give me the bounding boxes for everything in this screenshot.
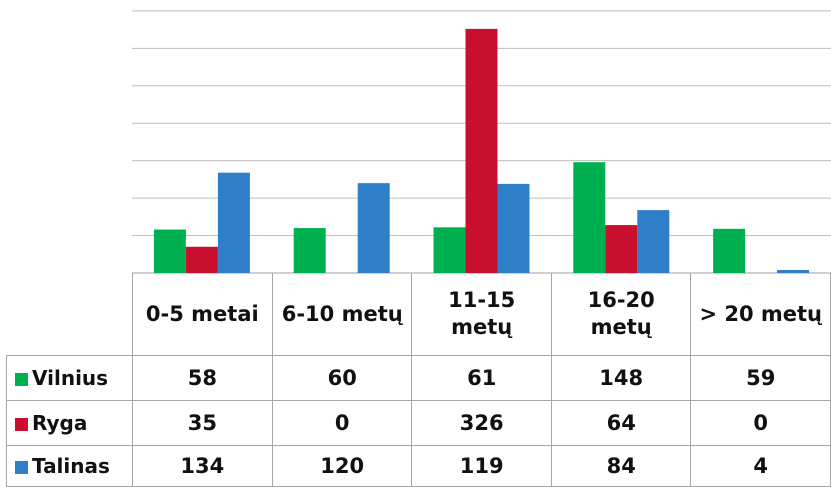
data-label: 119 (411, 445, 552, 487)
data-label: 58 (132, 355, 273, 401)
data-label: 35 (132, 400, 273, 446)
legend-swatch (15, 461, 28, 474)
data-label: 134 (132, 445, 273, 487)
bar-ryga-3 (605, 225, 638, 273)
bar-vilnius-2 (433, 227, 466, 273)
category-label: > 20 metų (690, 273, 831, 356)
data-label: 4 (690, 445, 831, 487)
legend-swatch (15, 373, 28, 386)
data-label: 64 (551, 400, 692, 446)
series-name: Talinas (32, 454, 110, 478)
table-row: Ryga 35 0 326 64 0 (6, 400, 831, 446)
category-label: 11-15 metų (411, 273, 552, 356)
bar-vilnius-4 (713, 228, 746, 273)
bar-vilnius-3 (573, 162, 606, 273)
data-label: 0 (690, 400, 831, 446)
category-label: 0-5 metai (132, 273, 273, 356)
data-label: 84 (551, 445, 692, 487)
bar-ryga-0 (185, 246, 218, 273)
data-label: 59 (690, 355, 831, 401)
legend-entry-talinas: Talinas (6, 445, 133, 487)
data-label: 148 (551, 355, 692, 401)
category-label: 6-10 metų (272, 273, 413, 356)
data-table: 0-5 metai 6-10 metų 11-15 metų 16-20 metų > … (6, 273, 831, 487)
bar-talinas-1 (357, 183, 390, 273)
category-label: 16-20 metų (551, 273, 692, 356)
bar-talinas-4 (777, 270, 810, 273)
data-label: 326 (411, 400, 552, 446)
bar-talinas-0 (217, 172, 250, 273)
bar-talinas-3 (637, 210, 670, 273)
bar-vilnius-1 (293, 228, 326, 273)
legend-entry-ryga: Ryga (6, 400, 133, 446)
legend-swatch (15, 418, 28, 431)
data-label: 0 (272, 400, 413, 446)
data-label: 120 (272, 445, 413, 487)
table-row: Talinas 134 120 119 84 4 (6, 445, 831, 487)
bar-talinas-2 (497, 183, 530, 273)
bar-ryga-2 (465, 28, 498, 273)
table-row: Vilnius 58 60 61 148 59 (6, 355, 831, 401)
chart-plot (132, 10, 831, 274)
table-corner-cell (6, 273, 133, 356)
series-name: Ryga (32, 411, 88, 435)
legend-entry-vilnius: Vilnius (6, 355, 133, 401)
table-header-row: 0-5 metai 6-10 metų 11-15 metų 16-20 metų > … (6, 273, 831, 356)
series-name: Vilnius (32, 366, 109, 390)
bar-vilnius-0 (153, 229, 186, 273)
data-label: 61 (411, 355, 552, 401)
data-label: 60 (272, 355, 413, 401)
